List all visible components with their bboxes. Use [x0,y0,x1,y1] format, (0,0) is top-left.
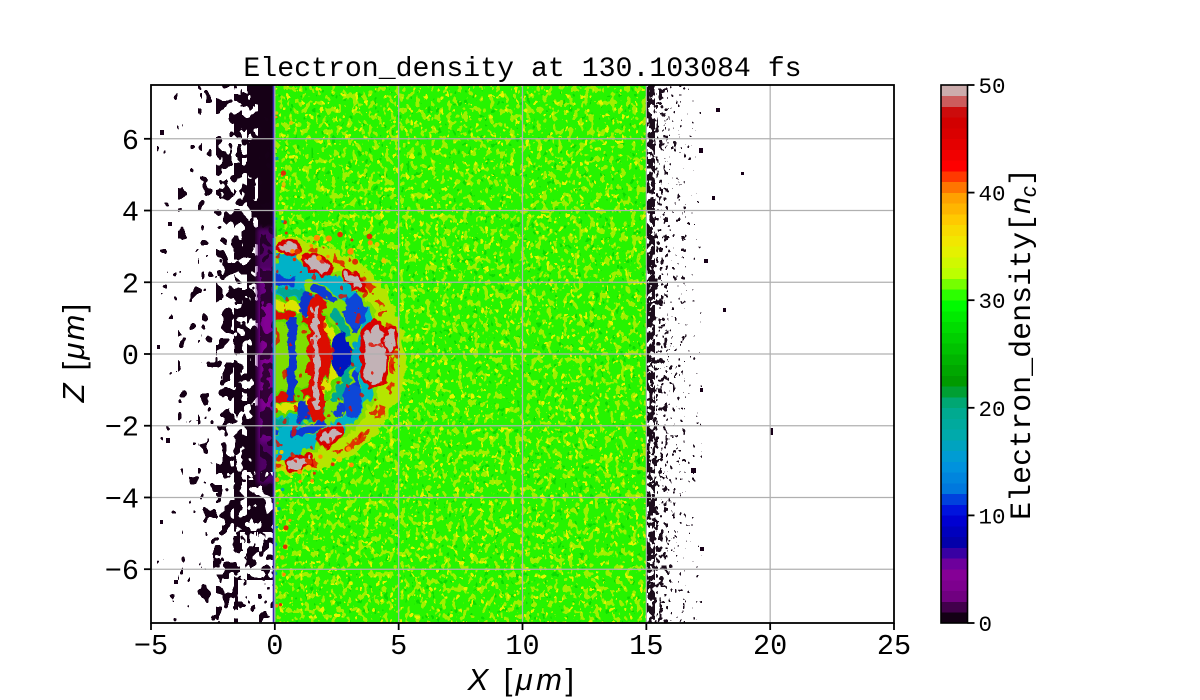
svg-text:0: 0 [122,340,139,373]
svg-text:−5: −5 [134,630,168,663]
svg-text:20: 20 [979,397,1006,423]
svg-text:Z [μm]: Z [μm] [56,302,91,404]
svg-text:−4: −4 [105,484,139,517]
svg-text:20: 20 [753,630,787,663]
svg-text:5: 5 [390,630,407,663]
svg-text:50: 50 [979,74,1006,100]
svg-text:30: 30 [979,289,1006,315]
svg-text:−2: −2 [105,412,139,445]
svg-text:2: 2 [122,268,139,301]
svg-text:−6: −6 [105,555,139,588]
svg-text:X [μm]: X [μm] [467,662,578,697]
svg-text:4: 4 [122,197,139,230]
svg-text:25: 25 [877,630,911,663]
svg-text:40: 40 [979,182,1006,208]
svg-text:Electron_density[nc]: Electron_density[nc] [1004,168,1041,520]
svg-text:6: 6 [122,125,139,158]
svg-text:10: 10 [505,630,539,663]
svg-text:0: 0 [979,612,993,638]
svg-text:0: 0 [266,630,283,663]
svg-text:15: 15 [629,630,663,663]
svg-text:Electron_density at 130.103084: Electron_density at 130.103084 fs [243,54,801,85]
svg-text:10: 10 [979,504,1006,530]
